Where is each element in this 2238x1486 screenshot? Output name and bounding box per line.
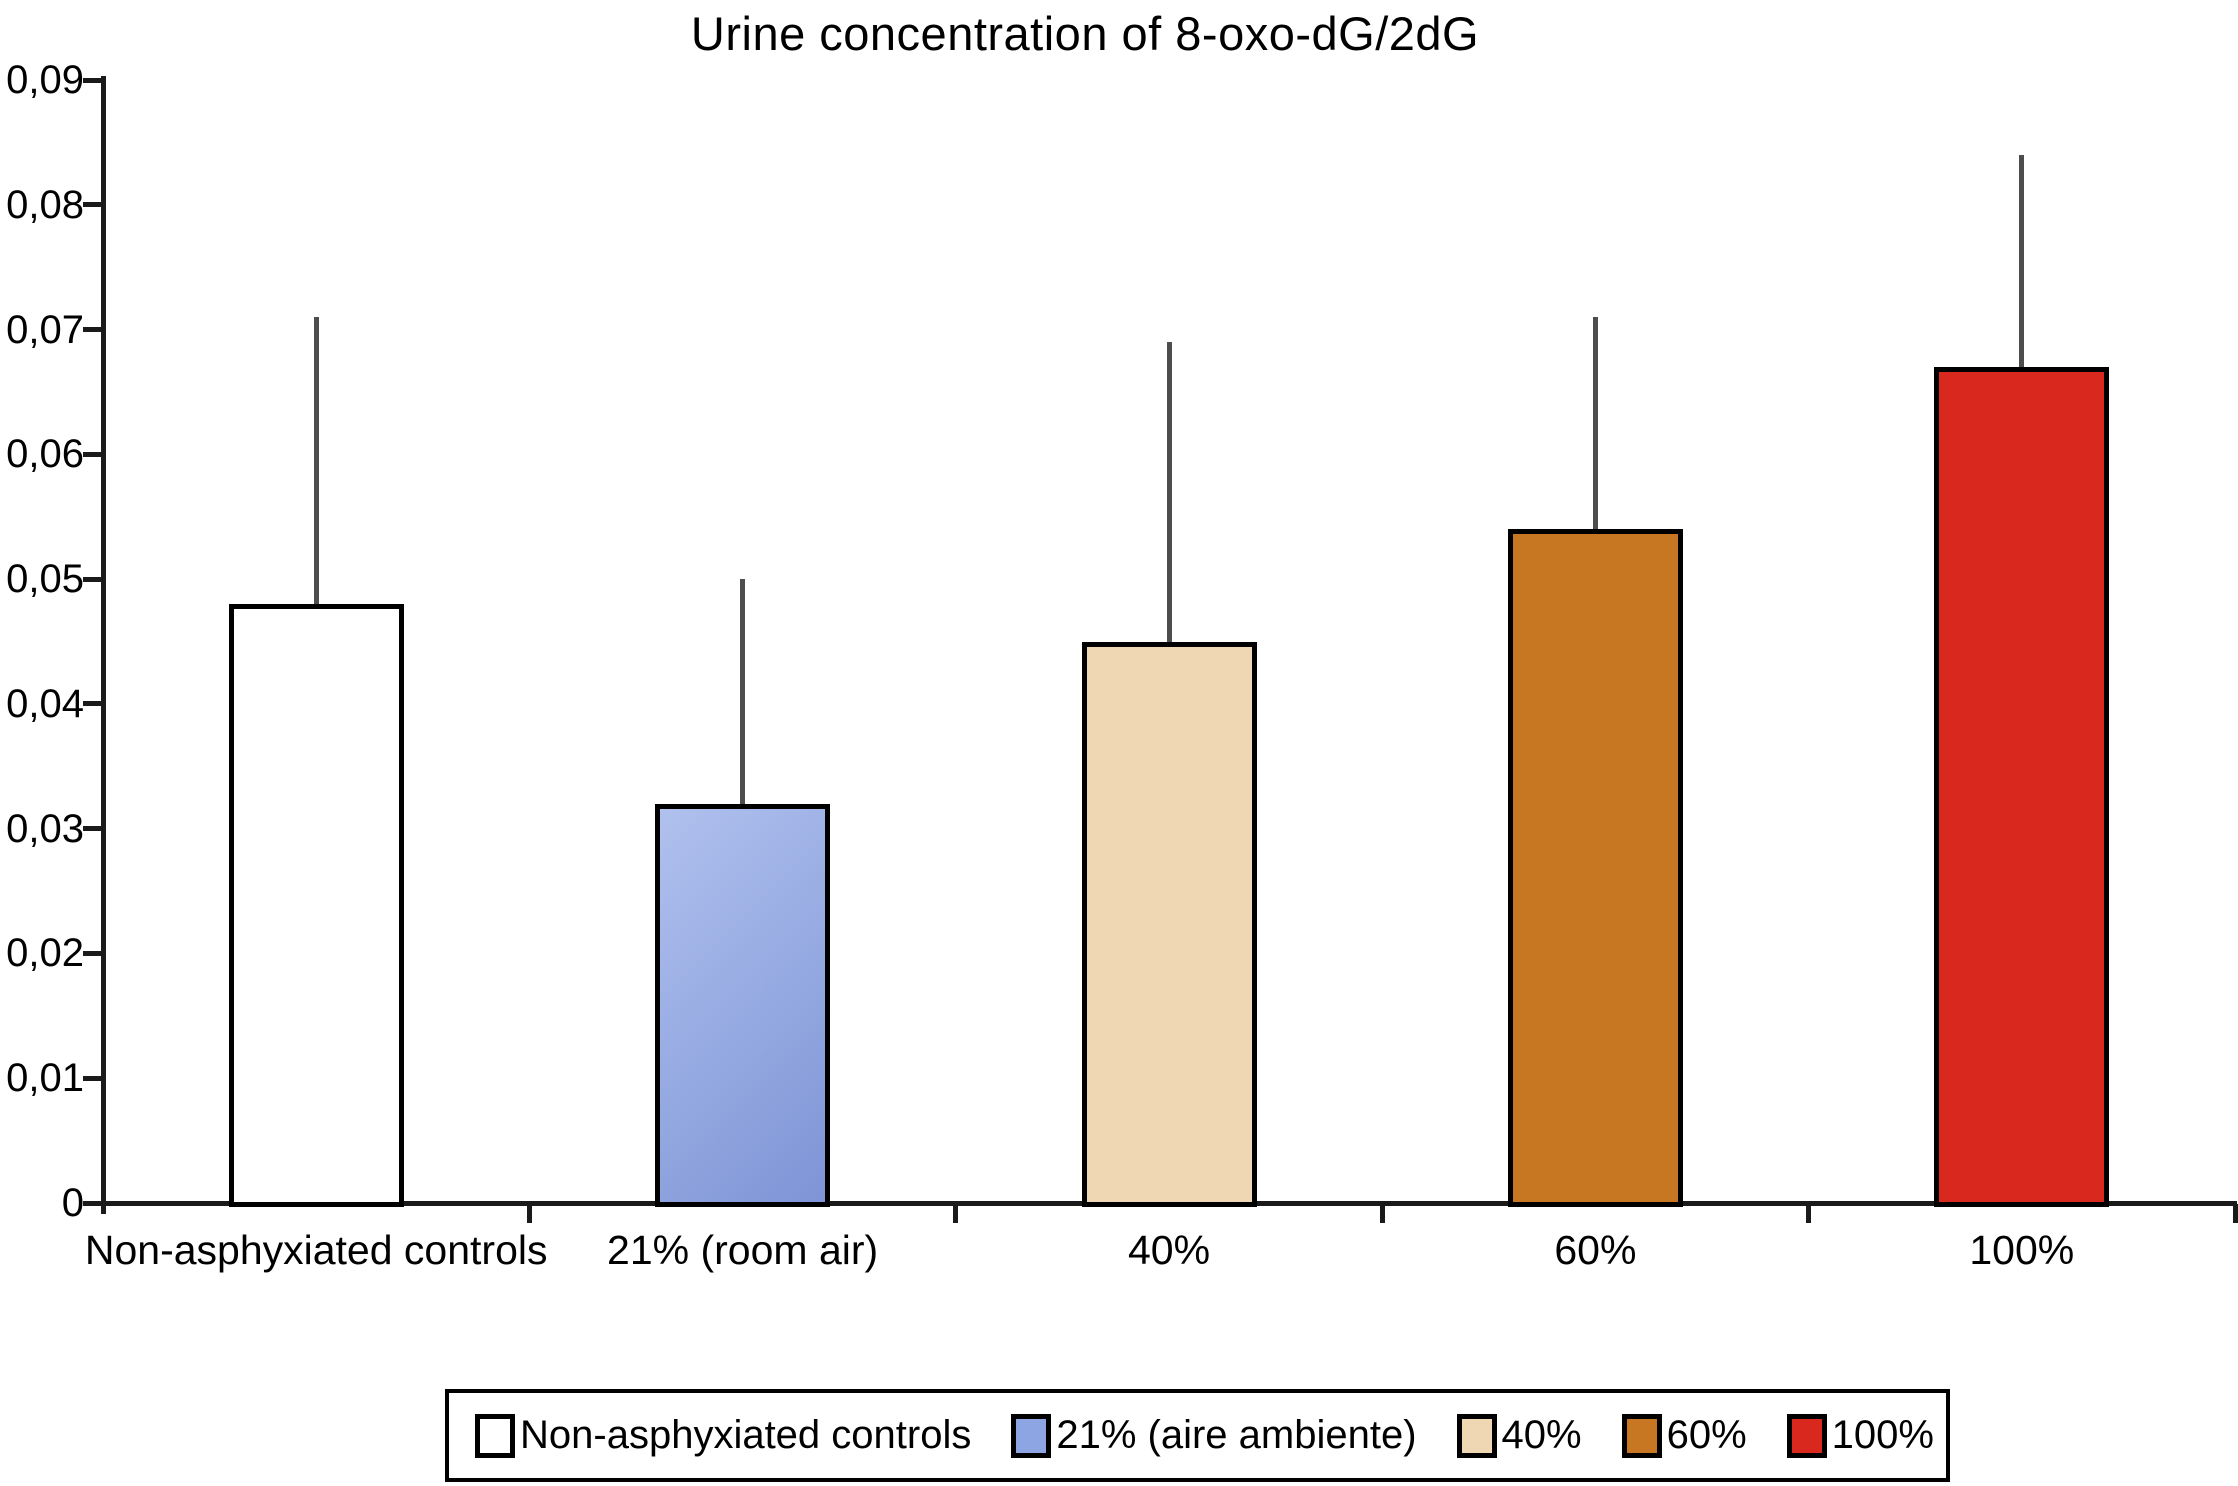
x-tick-label: 21% (room air) bbox=[607, 1227, 879, 1273]
y-axis-tick bbox=[83, 1200, 104, 1206]
legend-swatch bbox=[475, 1413, 515, 1458]
x-tick-label: 100% bbox=[1969, 1227, 2075, 1273]
bar bbox=[655, 803, 831, 1207]
legend-entry: 40% bbox=[1456, 1413, 1582, 1458]
y-tick-label: 0,08 bbox=[6, 182, 84, 227]
legend: Non-asphyxiated controls 21% (aire ambien… bbox=[445, 1389, 1950, 1482]
legend-entry: 60% bbox=[1621, 1413, 1747, 1458]
bar bbox=[1081, 641, 1257, 1207]
y-tick-label: 0,02 bbox=[6, 931, 84, 976]
x-axis-tick bbox=[2232, 1204, 2238, 1223]
y-tick-label: 0,04 bbox=[6, 681, 84, 726]
legend-swatch bbox=[1621, 1413, 1662, 1458]
legend-label: 100% bbox=[1831, 1413, 1934, 1457]
y-axis-tick bbox=[83, 576, 104, 582]
y-tick-label: 0,07 bbox=[6, 307, 84, 352]
legend-entry: 100% bbox=[1786, 1413, 1934, 1458]
bar bbox=[1934, 366, 2110, 1207]
y-axis-tick bbox=[83, 950, 104, 956]
legend-label: 60% bbox=[1666, 1413, 1747, 1457]
y-axis-tick bbox=[83, 1075, 104, 1081]
legend-swatch bbox=[1011, 1413, 1052, 1458]
y-axis-tick bbox=[83, 701, 104, 707]
y-tick-label: 0,09 bbox=[6, 58, 84, 102]
legend-entry: 21% (aire ambiente) bbox=[1011, 1413, 1417, 1458]
legend-label: 21% (aire ambiente) bbox=[1056, 1413, 1417, 1457]
legend-swatch bbox=[1456, 1413, 1497, 1458]
error-bar-whisker bbox=[1166, 342, 1172, 648]
y-tick-label: 0,06 bbox=[6, 432, 84, 477]
x-axis-tick bbox=[953, 1204, 959, 1223]
x-tick-label: 60% bbox=[1554, 1227, 1637, 1273]
bar bbox=[228, 604, 404, 1207]
y-axis-tick bbox=[83, 77, 104, 83]
legend-entry: Non-asphyxiated controls bbox=[475, 1413, 971, 1458]
error-bar-whisker bbox=[1592, 317, 1598, 536]
y-axis-tick bbox=[83, 327, 104, 333]
y-tick-label: 0,05 bbox=[6, 557, 84, 602]
y-axis-tick bbox=[83, 826, 104, 832]
error-bar-whisker bbox=[2019, 154, 2025, 373]
error-bar-whisker bbox=[740, 579, 746, 810]
bar bbox=[1507, 529, 1683, 1207]
legend-label: 40% bbox=[1501, 1413, 1582, 1457]
y-axis-line bbox=[101, 76, 106, 1214]
x-axis-tick bbox=[526, 1204, 532, 1223]
x-tick-label: 40% bbox=[1127, 1227, 1211, 1273]
chart-title: Urine concentration of 8-oxo-dG/2dG bbox=[690, 7, 1480, 60]
y-tick-label: 0 bbox=[61, 1181, 84, 1225]
y-tick-label: 0,01 bbox=[6, 1056, 84, 1101]
x-tick-label: Non-asphyxiated controls bbox=[84, 1227, 548, 1273]
y-tick-label: 0,03 bbox=[6, 806, 84, 851]
y-axis-tick bbox=[83, 202, 104, 208]
y-axis-tick bbox=[83, 451, 104, 457]
x-axis-tick bbox=[1379, 1204, 1385, 1223]
x-axis-tick bbox=[1806, 1204, 1812, 1223]
legend-swatch bbox=[1786, 1413, 1827, 1458]
error-bar-whisker bbox=[313, 317, 319, 611]
legend-label: Non-asphyxiated controls bbox=[520, 1413, 972, 1457]
